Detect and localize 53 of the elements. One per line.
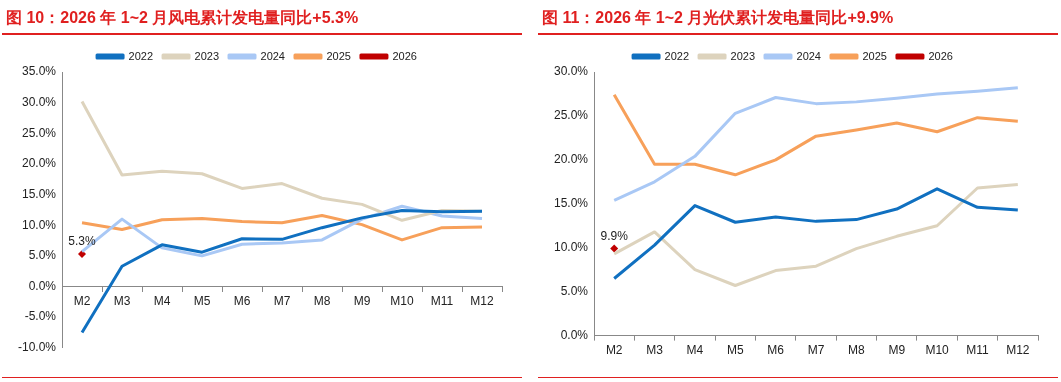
y-tick-label: 30.0% bbox=[21, 94, 57, 109]
legend-label: 2023 bbox=[730, 49, 756, 62]
x-tick-label: M8 bbox=[313, 294, 331, 309]
chart-title: 图 11：2026 年 1~2 月光伏累计发电量同比+9.9% bbox=[538, 4, 1058, 35]
x-tick-label: M4 bbox=[153, 294, 171, 309]
y-tick-label: 25.0% bbox=[21, 125, 57, 140]
x-tick-label: M12 bbox=[1006, 343, 1030, 358]
x-tick-label: M4 bbox=[686, 343, 704, 358]
x-tick-label: M5 bbox=[193, 294, 211, 309]
chart-title: 图 10：2026 年 1~2 月风电累计发电量同比+5.3% bbox=[2, 4, 522, 35]
x-tick-label: M11 bbox=[966, 343, 990, 358]
x-tick-label: M6 bbox=[233, 294, 251, 309]
legend-label: 2022 bbox=[128, 49, 154, 62]
y-tick-label: 15.0% bbox=[21, 186, 57, 201]
y-tick-label: 10.0% bbox=[553, 240, 589, 255]
y-tick-label: 30.0% bbox=[553, 64, 589, 79]
y-tick-label: 10.0% bbox=[21, 217, 57, 232]
x-tick-label: M7 bbox=[807, 343, 825, 358]
legend-label: 2022 bbox=[664, 49, 690, 62]
y-tick-label: -10.0% bbox=[17, 340, 57, 355]
x-tick-label: M3 bbox=[646, 343, 664, 358]
x-tick-label: M10 bbox=[390, 294, 414, 309]
y-tick-label: 5.0% bbox=[560, 283, 589, 298]
x-tick-label: M10 bbox=[925, 343, 950, 358]
x-tick-label: M8 bbox=[848, 343, 866, 358]
y-tick-label: 0.0% bbox=[28, 278, 57, 293]
y-tick-label: 0.0% bbox=[560, 327, 589, 342]
legend-label: 2023 bbox=[194, 49, 220, 62]
x-tick-label: M7 bbox=[273, 294, 291, 309]
y-tick-label: 25.0% bbox=[553, 108, 589, 123]
x-tick-label: M12 bbox=[470, 294, 494, 309]
x-tick-label: M6 bbox=[767, 343, 785, 358]
x-tick-label: M9 bbox=[353, 294, 371, 309]
legend-label: 2026 bbox=[392, 49, 417, 62]
y-tick-label: 5.0% bbox=[28, 248, 57, 263]
x-tick-label: M5 bbox=[726, 343, 744, 358]
legend-label: 2024 bbox=[260, 49, 285, 62]
x-tick-label: M2 bbox=[73, 294, 91, 309]
legend-label: 2025 bbox=[326, 49, 351, 62]
legend-label: 2025 bbox=[862, 49, 887, 62]
legend-label: 2024 bbox=[796, 49, 821, 62]
data-label: 9.9% bbox=[600, 228, 629, 243]
x-tick-label: M3 bbox=[113, 294, 131, 309]
y-tick-label: 35.0% bbox=[21, 64, 57, 79]
y-tick-label: 20.0% bbox=[553, 152, 589, 167]
data-label: 5.3% bbox=[68, 234, 97, 249]
y-tick-label: -5.0% bbox=[24, 309, 57, 324]
legend-label: 2026 bbox=[928, 49, 953, 62]
x-tick-label: M11 bbox=[430, 294, 454, 309]
y-tick-label: 20.0% bbox=[21, 156, 57, 171]
y-tick-label: 15.0% bbox=[553, 196, 589, 211]
x-tick-label: M2 bbox=[605, 343, 623, 358]
x-tick-label: M9 bbox=[888, 343, 906, 358]
